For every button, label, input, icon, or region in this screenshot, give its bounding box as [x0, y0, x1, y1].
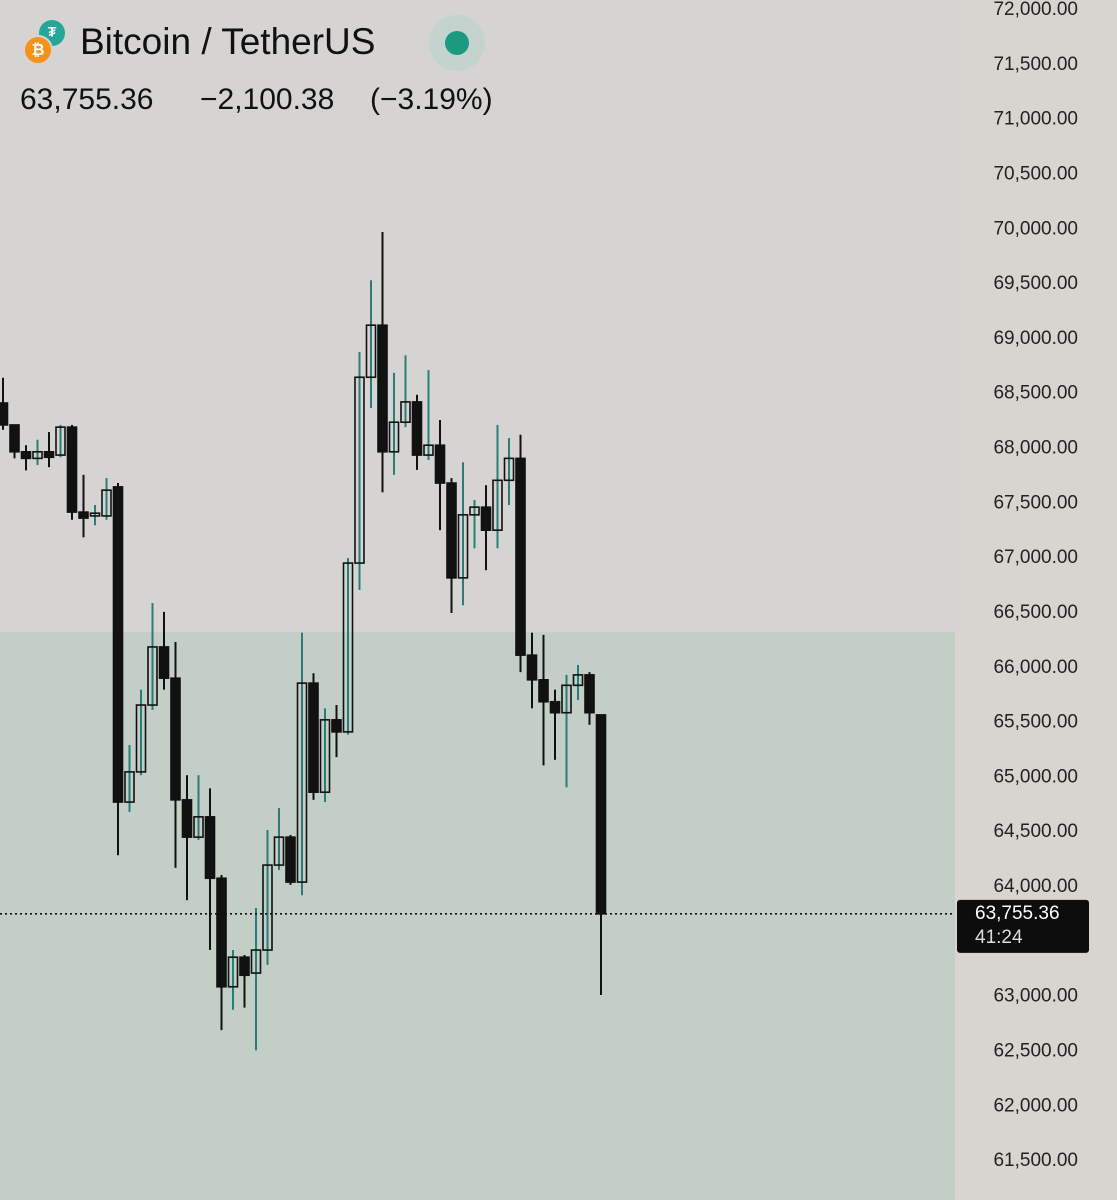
- candle-body: [250, 949, 262, 974]
- y-tick-label: 67,500.00: [993, 492, 1078, 513]
- last-price-label: 63,755.36: [975, 903, 1060, 924]
- y-tick-label: 72,000.00: [993, 0, 1078, 20]
- y-tick-label: 71,000.00: [993, 109, 1078, 130]
- candle-body: [365, 324, 377, 379]
- symbol-icon: ₮ ₿: [23, 20, 65, 65]
- candle-body: [170, 677, 181, 801]
- y-tick-label: 71,500.00: [993, 54, 1078, 75]
- candle-body: [273, 836, 285, 866]
- candle-body: [354, 376, 365, 564]
- candle-body: [503, 457, 515, 482]
- candle-body: [55, 426, 66, 456]
- candle-body: [342, 562, 354, 733]
- price-axis-bg: [955, 0, 1117, 1200]
- candle-body: [227, 956, 239, 988]
- y-tick-label: 64,500.00: [993, 821, 1078, 842]
- candle-body: [457, 514, 469, 579]
- y-tick-label: 69,000.00: [993, 328, 1078, 349]
- candle-body: [331, 719, 342, 733]
- candle-body: [411, 401, 423, 456]
- candle-body: [526, 654, 538, 681]
- y-tick-label: 64,000.00: [993, 876, 1078, 897]
- y-tick-label: 70,000.00: [993, 218, 1078, 239]
- candle-body: [434, 444, 446, 484]
- candle-body: [296, 682, 308, 883]
- candle-body: [204, 816, 216, 880]
- header-change: −2,100.38: [200, 83, 334, 116]
- candle-body: [584, 674, 595, 714]
- candle-body: [492, 479, 503, 531]
- y-tick-label: 61,500.00: [993, 1150, 1078, 1171]
- y-tick-label: 68,000.00: [993, 438, 1078, 459]
- candle-body: [43, 450, 55, 459]
- candle-body: [147, 646, 158, 706]
- candle-body: [262, 864, 273, 951]
- candle-body: [515, 457, 526, 656]
- candle-body: [388, 421, 400, 453]
- candle-body: [216, 877, 227, 988]
- candle-body: [9, 424, 20, 453]
- header-price: 63,755.36: [20, 83, 153, 116]
- countdown: 41:24: [975, 927, 1023, 948]
- y-tick-label: 68,500.00: [993, 383, 1078, 404]
- last-price-box: [957, 899, 1089, 953]
- y-tick-label: 62,500.00: [993, 1040, 1078, 1061]
- zone: [0, 632, 955, 1200]
- candle-body: [32, 450, 43, 460]
- candle-body: [561, 684, 572, 714]
- candle-body: [239, 956, 250, 977]
- candle-body: [112, 486, 124, 803]
- candle-body: [595, 714, 607, 915]
- y-tick-label: 65,500.00: [993, 712, 1078, 733]
- svg-text:₮: ₮: [48, 24, 57, 40]
- candle-body: [572, 674, 584, 687]
- candle-body: [285, 836, 296, 883]
- candle-body: [319, 719, 331, 793]
- candle-body: [124, 771, 135, 803]
- candle-body: [101, 489, 112, 517]
- candle-body: [549, 700, 561, 714]
- y-tick-label: 69,500.00: [993, 273, 1078, 294]
- candle-body: [78, 511, 89, 519]
- y-tick-label: 62,000.00: [993, 1095, 1078, 1116]
- y-tick-label: 66,500.00: [993, 602, 1078, 623]
- y-tick-label: 70,500.00: [993, 163, 1078, 184]
- candle-body: [480, 506, 492, 531]
- y-tick-label: 63,000.00: [993, 986, 1078, 1007]
- candle-body: [135, 704, 147, 773]
- candle-body: [66, 426, 78, 513]
- candle-body: [20, 450, 32, 460]
- candle-body: [400, 401, 411, 423]
- candle-body: [0, 402, 9, 426]
- candle-body: [377, 324, 388, 453]
- y-tick-label: 66,000.00: [993, 657, 1078, 678]
- candle-body: [193, 816, 204, 838]
- status-dot: [429, 15, 485, 71]
- candle-body: [181, 799, 193, 838]
- candle-body: [446, 482, 457, 579]
- chart-title: Bitcoin / TetherUS: [80, 21, 375, 62]
- header-change-pct: (−3.19%): [370, 83, 493, 116]
- svg-text:₿: ₿: [31, 41, 44, 59]
- candle-body: [158, 646, 170, 679]
- y-tick-label: 67,000.00: [993, 547, 1078, 568]
- candle-body: [538, 679, 549, 703]
- candle-body: [469, 506, 480, 516]
- y-tick-label: 65,000.00: [993, 766, 1078, 787]
- candle-body: [89, 512, 101, 517]
- candle-body: [423, 444, 434, 456]
- candle-body: [308, 682, 319, 793]
